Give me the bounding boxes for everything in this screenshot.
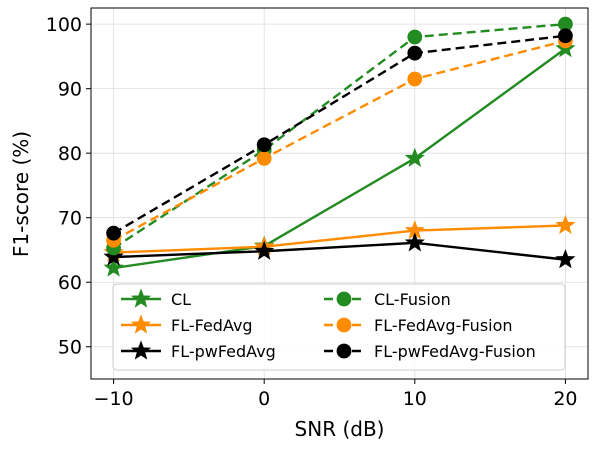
legend-label: CL bbox=[171, 290, 191, 309]
data-point bbox=[256, 150, 272, 166]
data-point bbox=[555, 248, 576, 269]
data-point bbox=[404, 232, 425, 252]
data-point bbox=[407, 45, 423, 61]
legend-marker bbox=[336, 291, 352, 307]
legend: CL FL-FedAvg FL-pwFedAvg CL-Fusion FL-FedAvg… bbox=[112, 283, 566, 371]
x-tick-label: 0 bbox=[258, 388, 270, 410]
data-point bbox=[103, 257, 124, 277]
data-point bbox=[404, 147, 425, 167]
legend-label: FL-FedAvg-Fusion bbox=[374, 316, 513, 335]
x-tick-label: −10 bbox=[94, 388, 134, 410]
series-fl-pwfedavg-fusion bbox=[106, 28, 573, 241]
legend-label: FL-FedAvg bbox=[171, 316, 253, 335]
y-tick-label: 60 bbox=[58, 272, 82, 294]
legend-label: FL-pwFedAvg-Fusion bbox=[374, 342, 536, 361]
y-tick-label: 50 bbox=[58, 337, 82, 359]
y-tick-label: 80 bbox=[58, 143, 82, 165]
legend-marker bbox=[130, 314, 152, 334]
legend-entry: FL-FedAvg-Fusion bbox=[324, 316, 513, 335]
legend-marker bbox=[336, 317, 352, 333]
data-point bbox=[256, 137, 272, 153]
y-tick-label: 90 bbox=[58, 79, 82, 101]
series-cl bbox=[103, 38, 576, 277]
series-cl-fusion bbox=[106, 16, 573, 256]
data-point bbox=[407, 71, 423, 87]
legend-entry: FL-pwFedAvg bbox=[121, 340, 276, 361]
data-point bbox=[558, 28, 573, 44]
data-point bbox=[103, 246, 124, 266]
data-point bbox=[254, 240, 275, 260]
data-point bbox=[407, 29, 423, 45]
plot-frame bbox=[90, 7, 589, 380]
legend-entry: CL bbox=[121, 288, 191, 309]
ticks: −10 0 10 20 50 60 70 80 90 100 bbox=[46, 14, 578, 410]
series-fl-pwfedavg bbox=[103, 232, 576, 269]
x-tick-label: 20 bbox=[553, 388, 577, 410]
legend-entry: CL-Fusion bbox=[324, 290, 451, 309]
legend-marker bbox=[130, 340, 152, 360]
series-fl-fedavg-fusion bbox=[106, 33, 573, 248]
legend-label: CL-Fusion bbox=[374, 290, 451, 309]
series-line bbox=[112, 34, 566, 235]
series-line bbox=[113, 47, 567, 270]
legend-marker bbox=[130, 288, 152, 308]
data-point bbox=[555, 214, 576, 235]
x-axis-label: SNR (dB) bbox=[295, 417, 385, 441]
x-tick-label: 10 bbox=[403, 388, 427, 410]
legend-marker bbox=[336, 343, 352, 359]
series-line bbox=[113, 39, 566, 242]
legend-entry: FL-pwFedAvg-Fusion bbox=[324, 342, 536, 361]
y-tick-label: 100 bbox=[46, 14, 82, 36]
y-tick-label: 70 bbox=[58, 208, 82, 230]
series-line bbox=[113, 224, 566, 254]
series-line bbox=[113, 241, 566, 261]
legend-label: FL-pwFedAvg bbox=[171, 342, 276, 361]
y-axis-label: F1-score (%) bbox=[9, 131, 33, 257]
series-layer bbox=[103, 16, 576, 277]
legend-entry: FL-FedAvg bbox=[121, 314, 253, 335]
data-point bbox=[106, 225, 121, 241]
